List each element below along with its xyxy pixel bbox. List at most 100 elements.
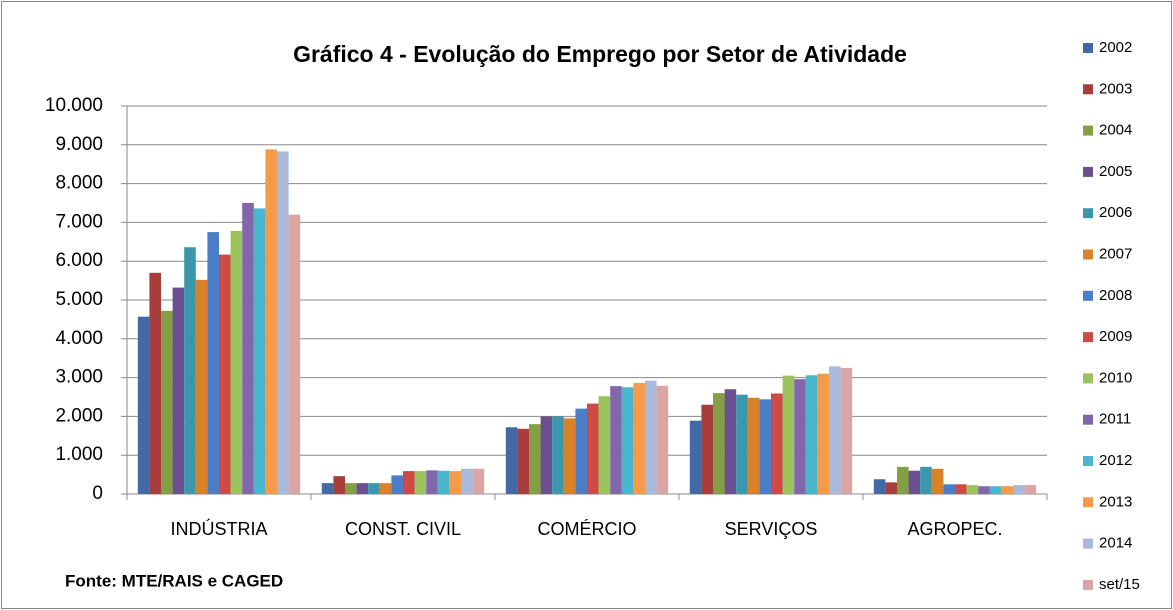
legend-swatch xyxy=(1083,414,1093,425)
legend-swatch xyxy=(1083,332,1093,343)
bar xyxy=(219,254,231,494)
bar xyxy=(137,316,150,494)
chart-title: Gráfico 4 - Evolução do Emprego por Seto… xyxy=(293,41,907,67)
bar xyxy=(931,468,944,494)
bar xyxy=(172,287,185,494)
bar xyxy=(966,485,979,494)
legend-swatch xyxy=(1083,249,1093,260)
bar xyxy=(368,483,380,494)
bar xyxy=(207,232,219,494)
legend-label: 2007 xyxy=(1099,245,1132,262)
legend-label: 2003 xyxy=(1099,80,1132,97)
bar xyxy=(645,380,657,494)
legend-swatch xyxy=(1083,579,1093,590)
bar xyxy=(689,420,702,494)
bar xyxy=(817,373,829,494)
y-tick-label: 7.000 xyxy=(55,211,103,232)
bar xyxy=(598,396,611,494)
legend-label: 2006 xyxy=(1099,204,1132,221)
bar xyxy=(345,483,357,494)
bar xyxy=(1024,485,1037,494)
bar xyxy=(552,416,564,494)
x-tick-label: AGROPEC. xyxy=(907,519,1002,539)
bar xyxy=(701,404,713,494)
bar xyxy=(759,399,771,494)
legend-label: 2013 xyxy=(1099,493,1132,510)
bar xyxy=(840,367,853,494)
x-tick-label: SERVIÇOS xyxy=(725,519,818,539)
y-tick-label: 3.000 xyxy=(55,367,103,388)
bar xyxy=(379,483,392,494)
bar xyxy=(321,483,334,494)
legend-swatch xyxy=(1083,125,1093,136)
bar xyxy=(288,214,301,494)
source-note: Fonte: MTE/RAIS e CAGED xyxy=(65,571,283,590)
legend-label: 2002 xyxy=(1099,39,1132,56)
bar xyxy=(242,203,254,494)
bar xyxy=(736,394,748,494)
legend-swatch xyxy=(1083,43,1093,53)
y-tick-label: 5.000 xyxy=(55,289,103,310)
bar xyxy=(713,393,725,494)
legend-label: 2012 xyxy=(1099,452,1132,469)
bar xyxy=(391,475,403,494)
bar xyxy=(517,428,529,494)
bar xyxy=(505,427,518,494)
bar xyxy=(575,408,587,494)
bar xyxy=(356,483,369,494)
bar xyxy=(829,366,841,494)
bar xyxy=(195,279,208,494)
legend-swatch xyxy=(1083,497,1093,508)
x-tick-label: COMÉRCIO xyxy=(538,519,637,539)
legend-swatch xyxy=(1083,538,1093,549)
y-tick-label: 2.000 xyxy=(55,405,103,426)
bar xyxy=(920,466,932,494)
legend-label: 2010 xyxy=(1099,369,1132,386)
bar xyxy=(1013,485,1025,494)
bar xyxy=(873,479,886,494)
bar xyxy=(230,230,243,494)
legend-swatch xyxy=(1083,84,1093,95)
bar xyxy=(805,375,818,494)
bar xyxy=(253,208,266,494)
bar xyxy=(1001,486,1013,494)
legend-label: 2011 xyxy=(1099,411,1131,428)
bar xyxy=(978,486,990,494)
x-tick-label: CONST. CIVIL xyxy=(345,519,461,539)
bar xyxy=(403,471,415,494)
bar xyxy=(184,247,196,494)
bar xyxy=(563,418,576,494)
bar xyxy=(277,151,289,494)
bar xyxy=(610,386,622,494)
legend-swatch xyxy=(1083,166,1093,177)
legend-swatch xyxy=(1083,456,1093,466)
bar xyxy=(633,383,645,494)
bar xyxy=(333,476,345,494)
bar xyxy=(656,385,669,494)
bar xyxy=(587,403,599,494)
bar xyxy=(472,468,485,494)
bar xyxy=(943,484,955,494)
bar xyxy=(897,466,909,494)
bar xyxy=(461,468,473,494)
legend-swatch xyxy=(1083,373,1093,384)
bar xyxy=(885,482,897,494)
legend-swatch xyxy=(1083,290,1093,301)
legend-label: 2008 xyxy=(1099,287,1132,304)
bar xyxy=(794,379,806,494)
bar xyxy=(449,471,461,494)
bar xyxy=(426,470,438,494)
bar xyxy=(437,470,450,494)
bar xyxy=(989,486,1002,494)
x-tick-label: INDÚSTRIA xyxy=(170,518,267,539)
y-tick-label: 4.000 xyxy=(55,328,103,349)
bar xyxy=(724,389,737,494)
y-tick-label: 0 xyxy=(92,483,103,504)
bar xyxy=(782,375,795,494)
bar xyxy=(414,471,427,494)
y-tick-label: 1.000 xyxy=(55,444,103,465)
bar xyxy=(161,310,173,494)
bar xyxy=(621,387,634,494)
y-tick-label: 10.000 xyxy=(45,95,103,116)
